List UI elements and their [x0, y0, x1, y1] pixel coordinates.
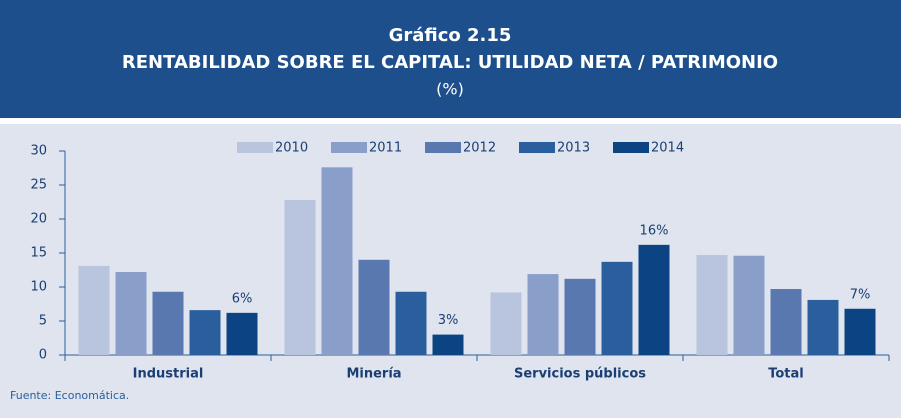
legend-label: 2014: [651, 141, 684, 156]
bar: [733, 255, 765, 355]
legend-swatch: [425, 142, 461, 153]
bar: [189, 310, 221, 355]
chart-title: Gráfico 2.15: [389, 25, 512, 46]
value-label: 16%: [640, 223, 669, 238]
x-tick-label: Servicios públicos: [514, 367, 646, 382]
bar: [807, 299, 839, 355]
bar: [115, 272, 147, 355]
y-tick-label: 5: [39, 314, 47, 329]
value-label: 7%: [850, 287, 871, 302]
bar: [321, 167, 353, 355]
bar: [490, 292, 522, 355]
y-tick-label: 20: [30, 212, 47, 227]
legend-swatch: [237, 142, 273, 153]
y-tick-label: 10: [30, 280, 47, 295]
x-tick-label: Industrial: [133, 367, 204, 382]
source: Fuente: Economática.: [10, 389, 129, 402]
bar: [844, 308, 876, 355]
y-tick-label: 25: [30, 178, 47, 193]
unit-label: (%): [436, 80, 464, 99]
value-label: 6%: [232, 291, 253, 306]
legend-label: 2012: [463, 141, 496, 156]
legend-swatch: [331, 142, 367, 153]
x-tick-label: Minería: [346, 367, 401, 382]
bar: [395, 291, 427, 355]
legend-swatch: [519, 142, 555, 153]
legend-label: 2013: [557, 141, 590, 156]
bar: [284, 199, 316, 355]
legend-label: 2011: [369, 141, 402, 156]
bar: [770, 289, 802, 355]
y-tick-label: 15: [30, 246, 47, 261]
value-label: 3%: [438, 313, 459, 328]
bar: [358, 259, 390, 355]
bar: [226, 312, 258, 355]
y-tick-label: 30: [30, 144, 47, 159]
bar: [601, 261, 633, 355]
bar: [152, 291, 184, 355]
y-tick-label: 0: [39, 348, 47, 363]
bar: [432, 334, 464, 355]
x-tick-label: Total: [768, 367, 804, 382]
bar: [638, 244, 670, 355]
bar: [564, 278, 596, 355]
header-band: [0, 0, 901, 118]
chart-subtitle: RENTABILIDAD SOBRE EL CAPITAL: UTILIDAD …: [122, 52, 778, 73]
bar: [527, 274, 559, 355]
legend-swatch: [613, 142, 649, 153]
bar: [696, 255, 728, 355]
bar: [78, 265, 110, 355]
legend-label: 2010: [275, 141, 308, 156]
